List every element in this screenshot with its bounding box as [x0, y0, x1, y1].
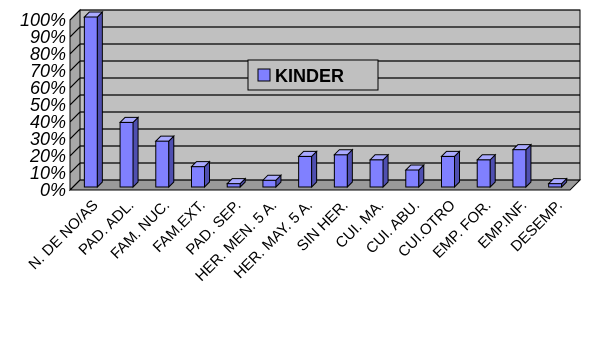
bar-front [262, 179, 277, 188]
bar-side [346, 148, 353, 189]
bar-top [404, 164, 425, 171]
gridline [69, 26, 580, 38]
bar-front [512, 149, 527, 188]
bar-top [226, 178, 247, 185]
bar-side [454, 150, 460, 189]
gridline [69, 77, 580, 89]
gridline [69, 145, 580, 157]
gridline [69, 162, 580, 174]
bar-top [440, 150, 461, 157]
bar [511, 143, 533, 189]
gridline [69, 43, 580, 55]
bar-top [368, 154, 390, 161]
gridline [69, 94, 580, 106]
bar-top [83, 11, 104, 18]
bar [404, 163, 425, 189]
y-tick-label: 70% [30, 61, 66, 81]
bar-top [261, 174, 283, 181]
bar [154, 134, 175, 189]
y-tick-label: 100% [20, 10, 66, 30]
bar-top [511, 144, 533, 151]
bar-top [333, 149, 354, 156]
bar [118, 116, 140, 189]
bar [476, 153, 497, 189]
legend: KINDER [247, 59, 379, 91]
bar-side [525, 143, 532, 189]
bar-top [547, 178, 568, 185]
y-tick-label: 20% [29, 146, 66, 166]
plot-floor [68, 179, 582, 191]
bar-front [476, 159, 491, 188]
y-tick-label: 90% [30, 27, 66, 47]
bar-top [297, 150, 318, 157]
bar-front [369, 159, 384, 188]
legend-label: KINDER [275, 66, 344, 86]
y-tick-label: 0% [40, 180, 66, 200]
bar-front [226, 183, 241, 188]
bar-front [441, 155, 455, 188]
bar-side [168, 134, 175, 189]
y-tick-label: 40% [30, 112, 66, 132]
bar-top [476, 154, 497, 161]
bar-front [548, 183, 563, 188]
bar [297, 150, 318, 189]
y-tick-label: 30% [30, 129, 66, 149]
y-tick-label: 50% [30, 95, 66, 115]
bar [440, 150, 461, 189]
bar [368, 153, 390, 189]
y-tick-label: 80% [30, 44, 66, 64]
bar-front [83, 16, 98, 188]
bar-front [405, 169, 420, 188]
y-tick-label: 10% [30, 163, 66, 183]
bar-side [311, 150, 318, 189]
bar-front [155, 140, 170, 188]
legend-swatch [257, 68, 271, 82]
bar [226, 177, 247, 189]
bar [547, 177, 568, 189]
bar-front [191, 166, 205, 188]
bar-top [118, 116, 140, 123]
bar [333, 148, 354, 189]
y-tick-label: 60% [30, 78, 66, 98]
bar [190, 160, 211, 189]
bar-top [154, 135, 175, 142]
bar [261, 173, 283, 189]
bar-front [298, 155, 313, 188]
bar-front [333, 154, 348, 188]
gridline [69, 60, 580, 72]
bar [83, 10, 104, 189]
gridline [69, 128, 580, 140]
gridline [69, 111, 580, 123]
bar-top [190, 161, 211, 168]
bar-front [119, 121, 134, 188]
bar-side [132, 116, 139, 189]
gridline [69, 9, 580, 21]
bar-side [96, 10, 103, 189]
